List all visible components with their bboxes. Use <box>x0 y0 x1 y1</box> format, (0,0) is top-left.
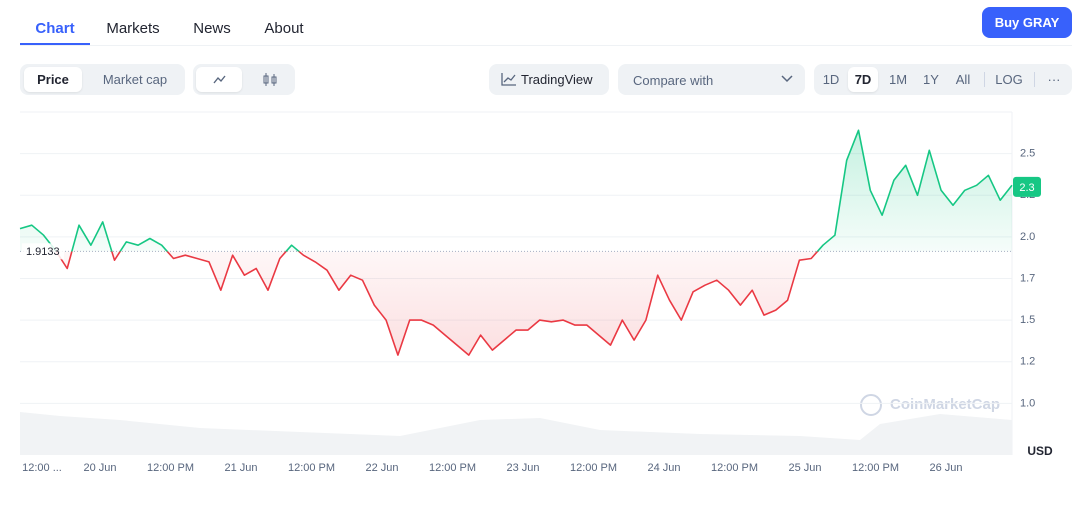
y-tick-label: 1.5 <box>1020 314 1035 326</box>
y-tick-label: 1.7 <box>1020 272 1035 284</box>
x-tick-label: 26 Jun <box>929 462 962 474</box>
log-toggle[interactable]: LOG <box>995 72 1023 87</box>
x-tick-label: 12:00 PM <box>711 462 758 474</box>
baseline-label: 1.9133 <box>26 246 60 258</box>
more-button[interactable]: ··· <box>1047 72 1061 87</box>
button-label: TradingView <box>521 72 593 87</box>
candle-icon <box>263 73 277 86</box>
y-tick-label: 2.0 <box>1020 231 1035 243</box>
x-tick-label: 24 Jun <box>647 462 680 474</box>
select-label: Compare with <box>633 73 714 88</box>
x-tick-label: 12:00 PM <box>429 462 476 474</box>
price-tag <box>1013 176 1041 197</box>
compare-select[interactable]: Compare with <box>618 64 805 95</box>
separator <box>984 72 985 87</box>
y-tick-label: 2.5 <box>1020 148 1035 160</box>
y-tick-label: 1.0 <box>1020 397 1035 409</box>
baseline-label-bg <box>22 243 64 260</box>
tab[interactable]: Chart <box>35 20 75 37</box>
price-tag-label: 2.3 <box>1019 182 1034 194</box>
x-tick-label: 12:00 PM <box>147 462 194 474</box>
tab-underline <box>20 43 90 46</box>
x-tick-label: 21 Jun <box>224 462 257 474</box>
metric-toggle: Price Market cap <box>20 64 185 95</box>
volume-area <box>20 412 1012 455</box>
tab[interactable]: News <box>193 20 231 37</box>
x-tick-label: 20 Jun <box>83 462 116 474</box>
price-line <box>19 129 1013 356</box>
y-tick-label: 1.2 <box>1020 356 1035 368</box>
range-option[interactable]: 7D <box>848 67 878 92</box>
tab[interactable]: About <box>264 20 304 37</box>
tradingview-button[interactable]: TradingView <box>489 64 609 95</box>
unit-label: USD <box>1027 444 1053 458</box>
x-tick-label: 25 Jun <box>788 462 821 474</box>
range-option[interactable]: All <box>955 72 971 87</box>
divider <box>20 45 1072 46</box>
x-tick-label: 23 Jun <box>506 462 539 474</box>
watermark-logo <box>860 394 882 416</box>
x-tick-label: 12:00 PM <box>570 462 617 474</box>
toggle-option[interactable]: Market cap <box>102 72 168 87</box>
tv-icon <box>501 73 516 86</box>
watermark: CoinMarketCap <box>890 396 1000 413</box>
x-tick-label: 22 Jun <box>365 462 398 474</box>
x-tick-label: 12:00 ... <box>22 462 62 474</box>
chevron <box>781 75 793 83</box>
buy-button[interactable]: Buy GRAY <box>982 7 1072 38</box>
range-option[interactable]: 1Y <box>923 72 939 87</box>
area <box>20 130 1012 356</box>
range-option[interactable]: 1D <box>822 72 840 87</box>
range-option[interactable]: 1M <box>888 72 908 87</box>
x-tick-label: 12:00 PM <box>852 462 899 474</box>
separator <box>1034 72 1035 87</box>
line-icon <box>213 75 226 84</box>
chart-style-toggle <box>193 64 295 95</box>
candle-style[interactable] <box>248 67 292 92</box>
x-tick-label: 12:00 PM <box>288 462 335 474</box>
tab[interactable]: Markets <box>106 20 160 37</box>
range-toggle: 1D 7D 1M 1Y All LOG ··· <box>814 64 1072 95</box>
line-style[interactable] <box>196 67 242 92</box>
toggle-option[interactable]: Price <box>24 67 82 92</box>
